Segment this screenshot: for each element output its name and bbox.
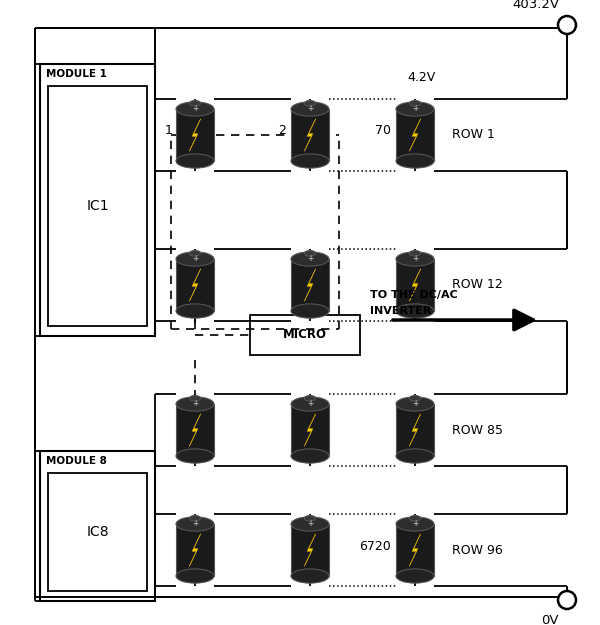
Polygon shape (190, 534, 200, 566)
Ellipse shape (291, 449, 329, 463)
Ellipse shape (291, 397, 329, 411)
Ellipse shape (190, 396, 200, 401)
Circle shape (558, 16, 576, 34)
Text: TO THE DC/AC: TO THE DC/AC (370, 290, 458, 300)
Text: 70: 70 (375, 124, 391, 138)
Polygon shape (190, 119, 200, 151)
Ellipse shape (409, 101, 421, 106)
Text: +: + (192, 519, 198, 528)
Ellipse shape (176, 102, 214, 116)
Text: +: + (412, 399, 418, 408)
Ellipse shape (176, 252, 214, 266)
Text: 2: 2 (278, 124, 286, 138)
Ellipse shape (396, 252, 434, 266)
Bar (250, 315, 360, 355)
Text: MODULE 8: MODULE 8 (46, 456, 107, 466)
Ellipse shape (291, 304, 329, 318)
Text: 4.2V: 4.2V (408, 71, 436, 84)
Polygon shape (409, 534, 421, 566)
Ellipse shape (409, 396, 421, 401)
Ellipse shape (304, 396, 316, 401)
Bar (291, 404, 329, 456)
Text: +: + (192, 254, 198, 262)
Ellipse shape (291, 102, 329, 116)
Bar (396, 404, 434, 456)
Bar (176, 259, 214, 311)
Bar (291, 259, 329, 311)
Text: +: + (192, 399, 198, 408)
Polygon shape (409, 414, 421, 446)
Ellipse shape (304, 516, 316, 521)
Ellipse shape (396, 397, 434, 411)
Circle shape (558, 591, 576, 609)
Text: 0V: 0V (542, 614, 559, 625)
Ellipse shape (396, 569, 434, 583)
Ellipse shape (176, 517, 214, 531)
Polygon shape (190, 414, 200, 446)
Bar (176, 404, 214, 456)
Polygon shape (409, 119, 421, 151)
Text: IC8: IC8 (87, 525, 110, 539)
Text: MICRO: MICRO (283, 329, 327, 341)
Ellipse shape (190, 101, 200, 106)
Polygon shape (304, 534, 316, 566)
Ellipse shape (396, 517, 434, 531)
Text: +: + (307, 399, 313, 408)
Text: 403.2V: 403.2V (512, 0, 559, 11)
Ellipse shape (291, 252, 329, 266)
Ellipse shape (396, 102, 434, 116)
Ellipse shape (291, 154, 329, 168)
Text: +: + (412, 104, 418, 112)
Text: MODULE 1: MODULE 1 (46, 69, 107, 79)
Bar (40, 64, 155, 336)
Text: ROW 12: ROW 12 (452, 279, 503, 291)
Text: INVERTER: INVERTER (370, 306, 431, 316)
Polygon shape (304, 414, 316, 446)
Polygon shape (304, 269, 316, 301)
Polygon shape (304, 119, 316, 151)
Text: 6720: 6720 (359, 539, 391, 552)
Ellipse shape (291, 517, 329, 531)
Text: IC1: IC1 (87, 199, 110, 213)
Text: +: + (412, 254, 418, 262)
Text: +: + (307, 519, 313, 528)
Text: ROW 85: ROW 85 (452, 424, 503, 436)
Ellipse shape (176, 154, 214, 168)
Text: +: + (192, 104, 198, 112)
Bar (40, 451, 155, 601)
Bar (396, 109, 434, 161)
Text: ROW 1: ROW 1 (452, 129, 495, 141)
Ellipse shape (176, 449, 214, 463)
Ellipse shape (304, 251, 316, 256)
Bar (48, 473, 147, 591)
Ellipse shape (396, 154, 434, 168)
Bar (48, 86, 147, 326)
Bar (396, 259, 434, 311)
Polygon shape (409, 269, 421, 301)
Ellipse shape (396, 304, 434, 318)
Ellipse shape (291, 569, 329, 583)
Bar (176, 524, 214, 576)
Ellipse shape (176, 569, 214, 583)
Bar (291, 524, 329, 576)
Text: 1: 1 (165, 124, 173, 138)
Text: +: + (307, 254, 313, 262)
Text: +: + (307, 104, 313, 112)
Ellipse shape (190, 251, 200, 256)
Ellipse shape (190, 516, 200, 521)
Text: ROW 96: ROW 96 (452, 544, 503, 556)
Bar (291, 109, 329, 161)
Ellipse shape (409, 516, 421, 521)
Polygon shape (190, 269, 200, 301)
Bar (176, 109, 214, 161)
Text: +: + (412, 519, 418, 528)
Bar (396, 524, 434, 576)
Ellipse shape (396, 449, 434, 463)
Ellipse shape (409, 251, 421, 256)
Ellipse shape (176, 397, 214, 411)
Ellipse shape (304, 101, 316, 106)
Ellipse shape (176, 304, 214, 318)
